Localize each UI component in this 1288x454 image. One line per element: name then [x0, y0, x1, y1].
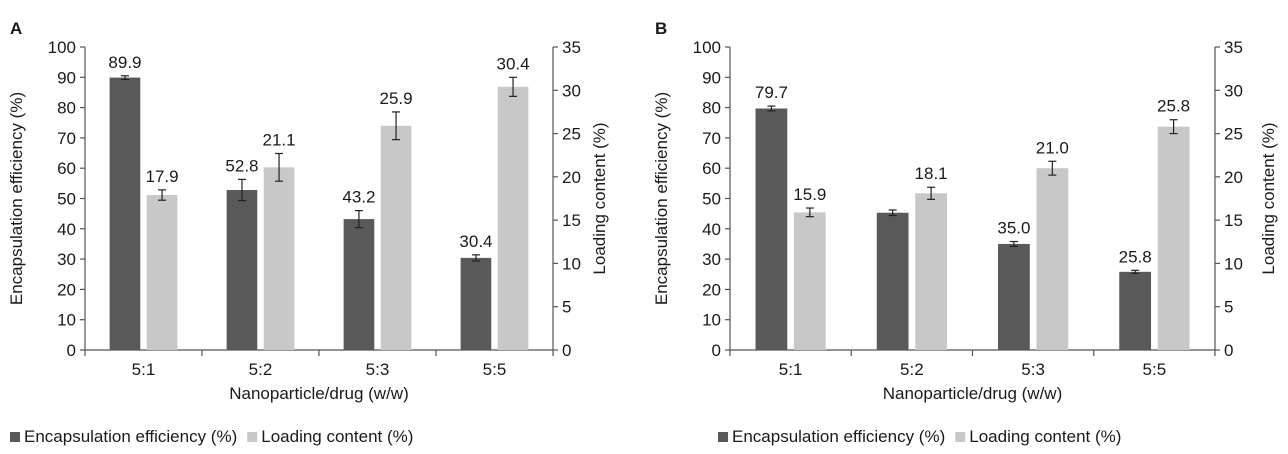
encapsulation-bar	[998, 243, 1030, 350]
left-tick-label: 80	[57, 99, 76, 118]
loading-bar	[380, 125, 412, 350]
right-tick-label: 0	[1224, 341, 1233, 360]
right-tick-label: 15	[562, 211, 581, 230]
data-label: 30.4	[496, 54, 529, 73]
data-label: 43.2	[342, 188, 375, 207]
left-tick-label: 70	[702, 129, 721, 148]
left-tick-label: 80	[702, 99, 721, 118]
right-tick-label: 15	[1224, 211, 1243, 230]
y-axis-title: Encapsulation efficiency (%)	[652, 92, 671, 305]
legend-label-loading: Loading content (%)	[969, 427, 1121, 446]
left-tick-label: 20	[57, 280, 76, 299]
category-label: 5:5	[1143, 360, 1167, 379]
data-label: 21.1	[262, 130, 295, 149]
encapsulation-bar	[460, 257, 492, 350]
legend-swatch-encapsulation	[10, 432, 20, 442]
category-label: 5:3	[366, 360, 390, 379]
left-tick-label: 30	[702, 250, 721, 269]
data-label: 25.8	[1157, 97, 1190, 116]
left-tick-label: 50	[57, 190, 76, 209]
left-tick-label: 20	[702, 280, 721, 299]
data-label: 17.9	[145, 167, 178, 186]
data-label: 21.0	[1036, 138, 1069, 157]
right-tick-label: 0	[562, 341, 571, 360]
left-tick-label: 30	[57, 250, 76, 269]
right-tick-label: 5	[562, 298, 571, 317]
left-tick-label: 60	[57, 159, 76, 178]
loading-bar	[1036, 168, 1069, 350]
left-tick-label: 100	[693, 38, 721, 57]
encapsulation-bar	[755, 108, 788, 350]
data-label: 18.1	[915, 164, 948, 183]
encapsulation-bar	[226, 190, 258, 350]
right-tick-label: 25	[562, 125, 581, 144]
left-tick-label: 10	[57, 311, 76, 330]
category-label: 5:3	[1021, 360, 1045, 379]
legend: Encapsulation efficiency (%) Loading cont…	[10, 427, 413, 446]
legend-label-encapsulation: Encapsulation efficiency (%)	[24, 427, 237, 446]
encapsulation-bar	[1119, 271, 1152, 350]
left-tick-label: 40	[702, 220, 721, 239]
data-label: 79.7	[755, 83, 788, 102]
right-tick-label: 10	[562, 254, 581, 273]
left-tick-label: 100	[48, 38, 76, 57]
left-tick-label: 90	[702, 68, 721, 87]
y2-axis-title: Loading content (%)	[1259, 122, 1278, 274]
data-label: 25.9	[379, 89, 412, 108]
legend-label-loading: Loading content (%)	[261, 427, 413, 446]
x-axis-title: Nanoparticle/drug (w/w)	[883, 384, 1063, 403]
data-label: 25.8	[1119, 247, 1152, 266]
left-tick-label: 10	[702, 311, 721, 330]
left-tick-label: 90	[57, 68, 76, 87]
x-axis-title: Nanoparticle/drug (w/w)	[229, 384, 409, 403]
legend: Encapsulation efficiency (%) Loading cont…	[718, 427, 1121, 446]
chart-panel-b: B 0 10 20 30 40 50 60 70 80 90 100 0 5 10 15 20 25 30 35 Enc…	[652, 19, 1278, 446]
right-tick-label: 5	[1224, 298, 1233, 317]
loading-bar	[146, 195, 178, 350]
right-tick-label: 20	[562, 168, 581, 187]
left-tick-label: 40	[57, 220, 76, 239]
left-tick-label: 0	[67, 341, 76, 360]
legend-label-encapsulation: Encapsulation efficiency (%)	[732, 427, 945, 446]
right-tick-label: 35	[562, 38, 581, 57]
data-label: 89.9	[108, 53, 141, 72]
loading-bar	[1157, 126, 1190, 350]
category-label: 5:1	[779, 360, 803, 379]
loading-bar	[915, 193, 947, 350]
right-tick-label: 25	[1224, 125, 1243, 144]
loading-bar	[793, 212, 826, 350]
chart-panel-a: A 0 10 20 30 40 50 60 70 80 90 100 0 5 10 15 20 25 30 35 Enc…	[7, 19, 609, 446]
right-tick-label: 20	[1224, 168, 1243, 187]
y-axis-title: Encapsulation efficiency (%)	[7, 92, 26, 305]
legend-swatch-encapsulation	[718, 432, 728, 442]
encapsulation-bar	[109, 77, 141, 350]
right-tick-label: 35	[1224, 38, 1243, 57]
category-label: 5:2	[900, 360, 924, 379]
legend-swatch-loading	[247, 432, 258, 442]
right-tick-label: 30	[562, 81, 581, 100]
category-label: 5:2	[249, 360, 273, 379]
right-tick-label: 10	[1224, 254, 1243, 273]
data-label: 35.0	[997, 219, 1030, 238]
data-label: 52.8	[225, 156, 258, 175]
left-tick-label: 70	[57, 129, 76, 148]
loading-bar	[497, 86, 529, 350]
legend-swatch-loading	[955, 432, 966, 442]
loading-bar	[263, 167, 295, 350]
category-label: 5:1	[132, 360, 156, 379]
category-label: 5:5	[483, 360, 507, 379]
left-tick-label: 60	[702, 159, 721, 178]
panel-letter: A	[10, 19, 22, 38]
panel-letter: B	[655, 19, 667, 38]
left-tick-label: 0	[712, 341, 721, 360]
data-label: 30.4	[459, 232, 492, 251]
encapsulation-bar	[343, 219, 375, 350]
right-tick-label: 30	[1224, 81, 1243, 100]
data-label: 15.9	[793, 185, 826, 204]
y2-axis-title: Loading content (%)	[590, 122, 609, 274]
left-tick-label: 50	[702, 190, 721, 209]
encapsulation-bar	[876, 212, 909, 350]
